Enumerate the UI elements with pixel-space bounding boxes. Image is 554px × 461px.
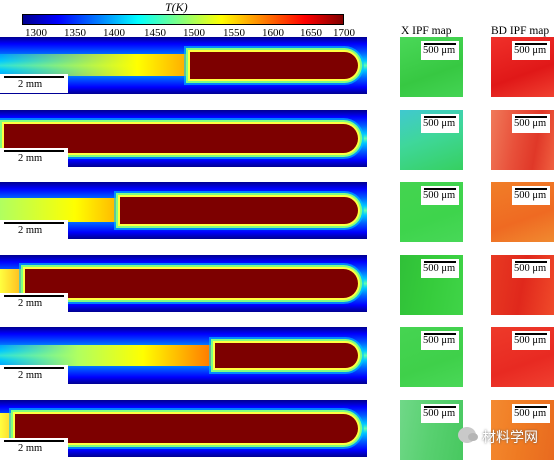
watermark-text: 材料学网 <box>482 430 538 446</box>
colorbar-tick: 1350 <box>64 27 86 39</box>
thermal-map-2: 2 mm <box>0 110 367 167</box>
thermal-map-1: 2 mm <box>0 37 367 94</box>
wechat-icon <box>458 427 478 443</box>
bd-ipf-map-1: 500 μm <box>491 37 554 97</box>
x-ipf-header: X IPF map <box>401 25 452 37</box>
x-ipf-map-5: 500 μm <box>400 327 463 387</box>
ipf-scale-bar: 500 μm <box>421 404 459 423</box>
ipf-scale-bar: 500 μm <box>421 331 459 350</box>
colorbar-tick: 1700 <box>333 27 355 39</box>
thermal-map-5: 2 mm <box>0 327 367 384</box>
scale-bar-4: 2 mm <box>0 293 68 312</box>
ipf-scale-bar: 500 μm <box>421 114 459 133</box>
bd-ipf-map-2: 500 μm <box>491 110 554 170</box>
ipf-scale-bar: 500 μm <box>512 331 550 350</box>
colorbar-tick: 1450 <box>144 27 166 39</box>
temperature-colorbar <box>22 14 344 25</box>
colorbar-tick: 1650 <box>300 27 322 39</box>
scale-bar-3: 2 mm <box>0 220 68 239</box>
x-ipf-map-3: 500 μm <box>400 182 463 242</box>
colorbar-tick: 1400 <box>103 27 125 39</box>
colorbar-ticks: 1300 1350 1400 1450 1500 1550 1600 1650 … <box>22 27 355 41</box>
ipf-scale-bar: 500 μm <box>421 186 459 205</box>
colorbar-tick: 1500 <box>183 27 205 39</box>
ipf-scale-bar: 500 μm <box>512 41 550 60</box>
colorbar-tick: 1550 <box>223 27 245 39</box>
ipf-scale-bar: 500 μm <box>512 404 550 423</box>
thermal-map-3: 2 mm <box>0 182 367 239</box>
bd-ipf-map-4: 500 μm <box>491 255 554 315</box>
x-ipf-map-6: 500 μm <box>400 400 463 460</box>
ipf-scale-bar: 500 μm <box>512 259 550 278</box>
ipf-scale-bar: 500 μm <box>421 41 459 60</box>
bd-ipf-map-3: 500 μm <box>491 182 554 242</box>
scale-bar-5: 2 mm <box>0 365 68 384</box>
x-ipf-map-1: 500 μm <box>400 37 463 97</box>
bd-ipf-map-6: 500 μm <box>491 400 554 460</box>
x-ipf-map-2: 500 μm <box>400 110 463 170</box>
bd-ipf-map-5: 500 μm <box>491 327 554 387</box>
scale-bar-2: 2 mm <box>0 148 68 167</box>
ipf-scale-bar: 500 μm <box>512 186 550 205</box>
bd-ipf-header: BD IPF map <box>491 25 550 37</box>
x-ipf-map-4: 500 μm <box>400 255 463 315</box>
thermal-map-4: 2 mm <box>0 255 367 312</box>
ipf-scale-bar: 500 μm <box>512 114 550 133</box>
ipf-scale-bar: 500 μm <box>421 259 459 278</box>
colorbar-title: T(K) <box>165 0 188 14</box>
scale-bar-1: 2 mm <box>0 74 68 93</box>
colorbar-tick: 1600 <box>262 27 284 39</box>
watermark: 材料学网 <box>458 425 554 447</box>
colorbar-tick: 1300 <box>25 27 47 39</box>
thermal-map-6: 2 mm <box>0 400 367 457</box>
scale-bar-6: 2 mm <box>0 438 68 457</box>
